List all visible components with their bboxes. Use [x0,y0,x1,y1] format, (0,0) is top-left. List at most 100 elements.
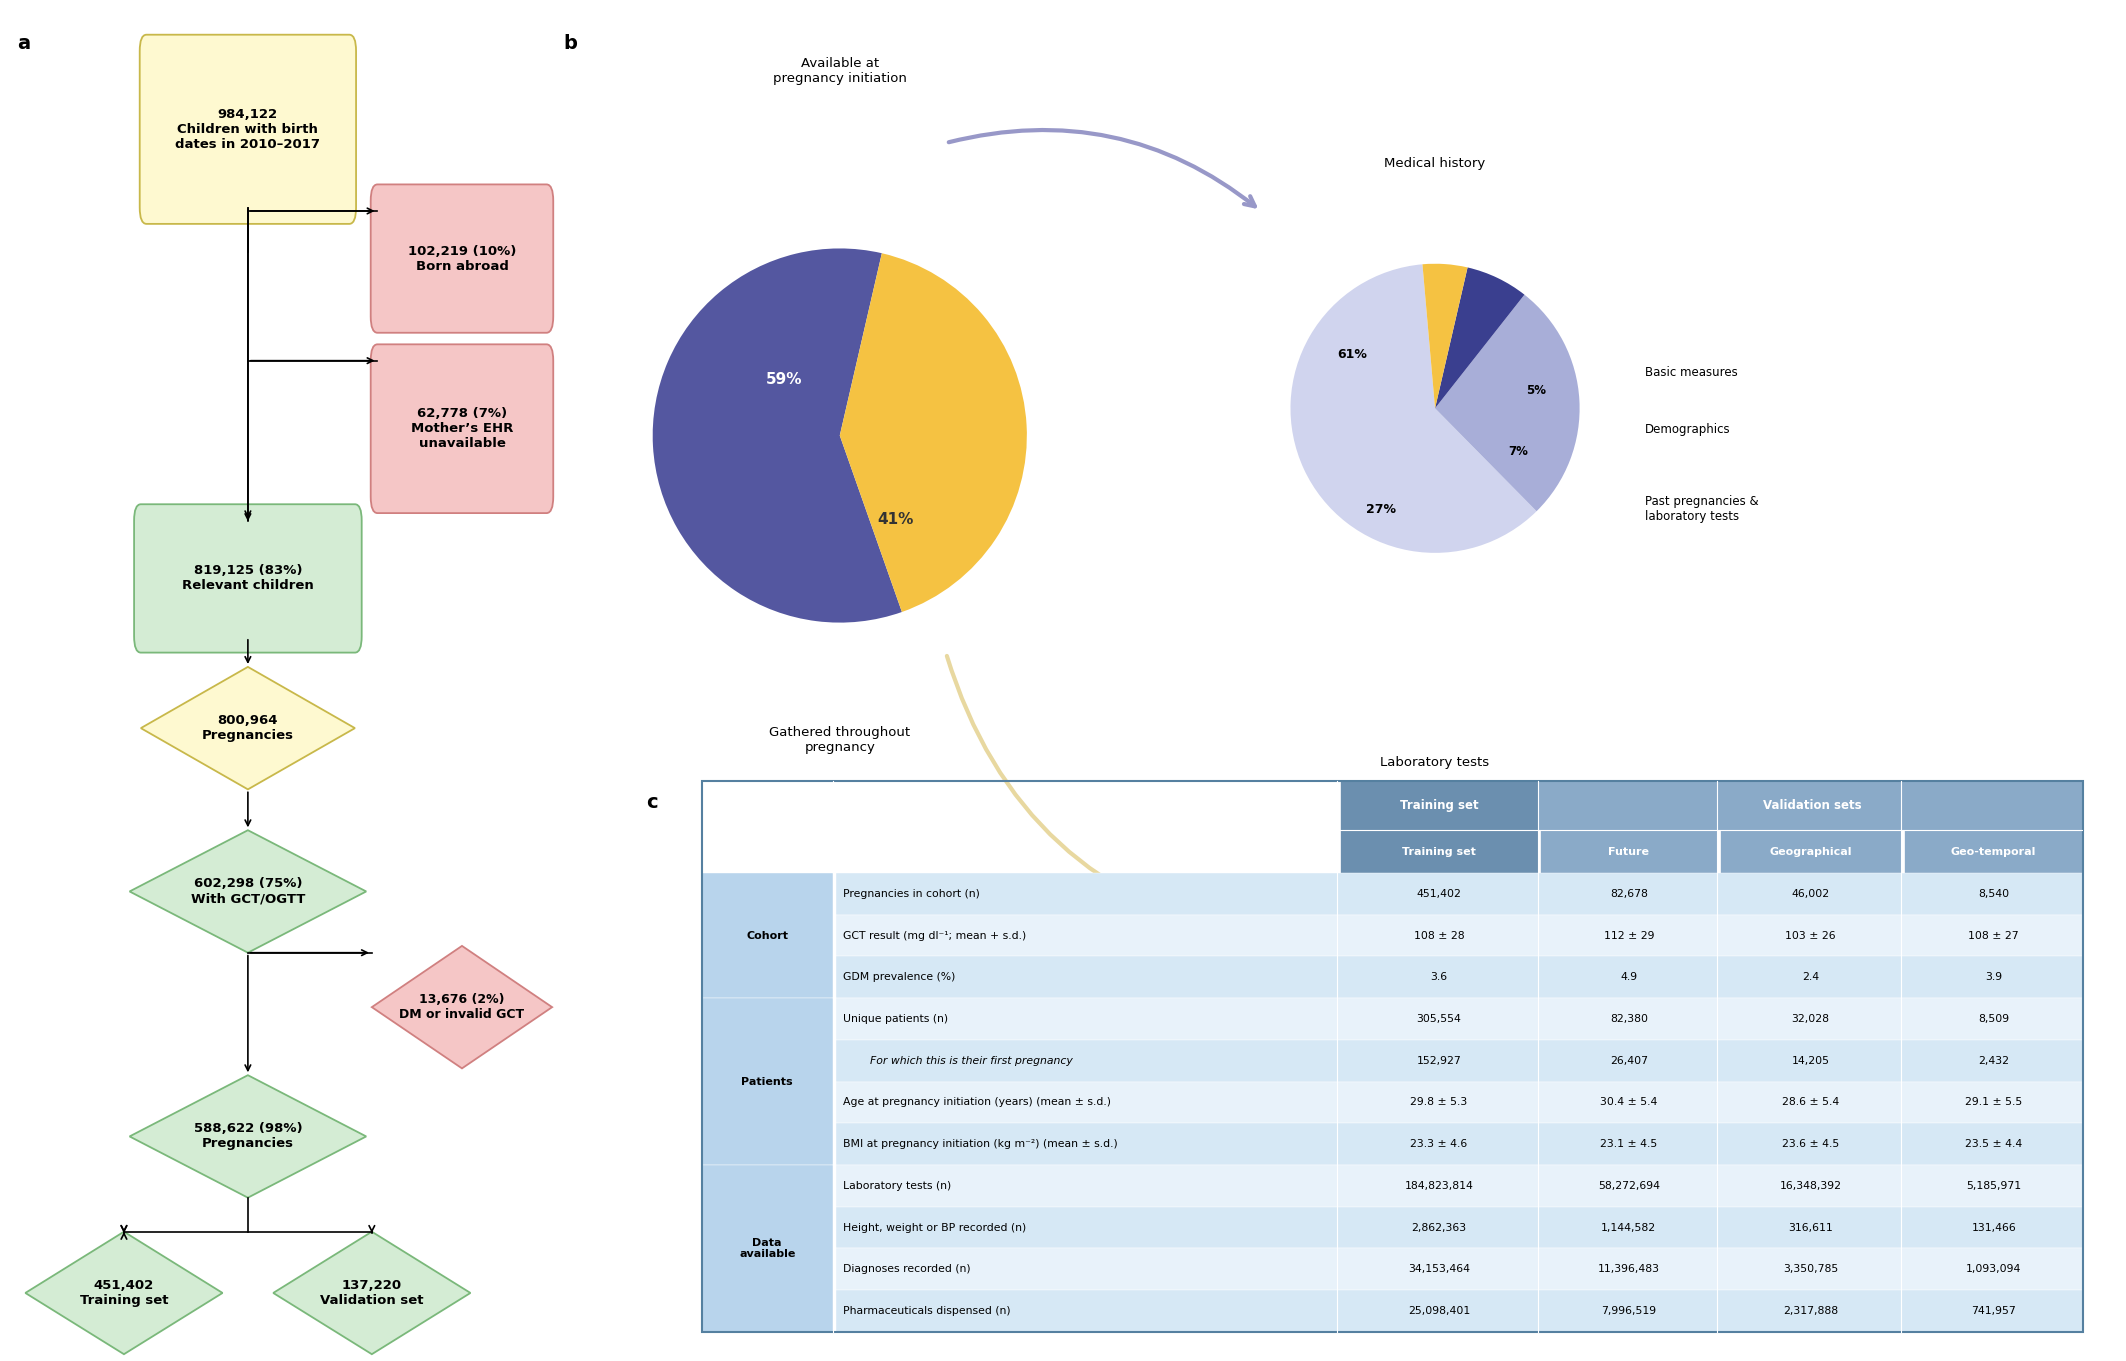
Text: 451,402: 451,402 [1416,889,1461,898]
Text: Training set: Training set [1401,847,1475,856]
Wedge shape [653,249,901,622]
Text: b: b [563,34,578,53]
Text: 108 ± 27: 108 ± 27 [1969,931,2020,940]
FancyBboxPatch shape [370,184,553,333]
Polygon shape [130,830,366,953]
Wedge shape [1290,863,1580,1151]
Text: 11%: 11% [1378,1109,1407,1121]
Text: Laboratory tests (n): Laboratory tests (n) [842,1181,950,1191]
FancyBboxPatch shape [370,344,553,513]
Text: Demographics: Demographics [1646,423,1731,437]
Text: Available at
pregnancy initiation: Available at pregnancy initiation [774,57,906,84]
Bar [702,998,833,1165]
Bar [702,1165,833,1332]
Text: 5%: 5% [1526,384,1546,396]
Text: 16,348,392: 16,348,392 [1779,1181,1841,1191]
Text: Unique patients (n): Unique patients (n) [842,1014,948,1023]
Text: 82,380: 82,380 [1609,1014,1648,1023]
Bar [1720,830,1901,872]
Text: 23.6 ± 4.5: 23.6 ± 4.5 [1782,1139,1839,1149]
Text: a: a [17,34,30,53]
Text: 3.6: 3.6 [1431,972,1448,983]
Text: 3.9: 3.9 [1986,972,2003,983]
Text: BMI at pregnancy initiation (kg m⁻²) (mean ± s.d.): BMI at pregnancy initiation (kg m⁻²) (me… [842,1139,1118,1149]
Text: 62,778 (7%)
Mother’s EHR
unavailable: 62,778 (7%) Mother’s EHR unavailable [410,407,512,450]
Text: 137,220
Validation set: 137,220 Validation set [321,1279,423,1307]
Text: Gathered throughout
pregnancy: Gathered throughout pregnancy [770,725,910,754]
Bar [836,872,2083,915]
Text: 23.1 ± 4.5: 23.1 ± 4.5 [1601,1139,1658,1149]
Text: GDM prevalence (%): GDM prevalence (%) [842,972,955,983]
Bar [1541,830,1718,872]
Text: Community & hospital diagnoses: Community & hospital diagnoses [1646,1081,1841,1093]
Text: 14,205: 14,205 [1792,1056,1830,1066]
Text: 23.3 ± 4.6: 23.3 ± 4.6 [1410,1139,1467,1149]
Text: 1,144,582: 1,144,582 [1601,1222,1656,1233]
Text: 741,957: 741,957 [1971,1307,2015,1316]
Text: 41%: 41% [878,512,914,527]
Text: 588,622 (98%)
Pregnancies: 588,622 (98%) Pregnancies [193,1123,302,1150]
Text: Age at pregnancy initiation (years) (mean ± s.d.): Age at pregnancy initiation (years) (mea… [842,1097,1110,1108]
Bar [1339,781,1537,830]
Text: c: c [646,793,657,813]
Text: 108 ± 28: 108 ± 28 [1414,931,1465,940]
Text: 184,823,814: 184,823,814 [1405,1181,1473,1191]
Bar [836,915,2083,957]
Bar [836,1165,2083,1207]
Wedge shape [1435,894,1577,1007]
Bar [1339,830,1537,872]
Text: GCT result (mg dl⁻¹; mean + s.d.): GCT result (mg dl⁻¹; mean + s.d.) [842,931,1025,940]
Text: 2,317,888: 2,317,888 [1784,1307,1839,1316]
FancyBboxPatch shape [140,35,355,223]
Wedge shape [1290,264,1537,553]
Text: 58,272,694: 58,272,694 [1599,1181,1660,1191]
Text: Patients: Patients [742,1077,793,1086]
Text: 82,678: 82,678 [1609,889,1648,898]
Text: Laboratory tests: Laboratory tests [1380,755,1490,769]
Text: For which this is their first pregnancy: For which this is their first pregnancy [870,1056,1074,1066]
Text: 3,350,785: 3,350,785 [1784,1264,1839,1274]
Text: 7,996,519: 7,996,519 [1601,1307,1656,1316]
Wedge shape [1422,863,1478,1007]
Text: 23.5 ± 4.4: 23.5 ± 4.4 [1964,1139,2022,1149]
Text: Pregnancies in cohort (n): Pregnancies in cohort (n) [842,889,980,898]
Bar [836,1040,2083,1082]
Text: Geo-temporal: Geo-temporal [1952,847,2037,856]
Text: 5,185,971: 5,185,971 [1967,1181,2022,1191]
Text: 32,028: 32,028 [1792,1014,1830,1023]
Text: 1,093,094: 1,093,094 [1967,1264,2022,1274]
Bar [836,1248,2083,1290]
Bar [836,998,2083,1040]
Text: 984,122
Children with birth
dates in 2010–2017: 984,122 Children with birth dates in 201… [174,108,321,151]
Text: 61%: 61% [1337,347,1367,361]
FancyBboxPatch shape [134,505,361,653]
Polygon shape [130,1075,366,1198]
Bar [836,1207,2083,1248]
Text: 11,396,483: 11,396,483 [1599,1264,1660,1274]
Text: Diagnoses recorded (n): Diagnoses recorded (n) [842,1264,969,1274]
Text: Pharmaceuticals dispensed (n): Pharmaceuticals dispensed (n) [842,1307,1010,1316]
Text: Medical history: Medical history [1384,157,1486,170]
Text: 2,432: 2,432 [1977,1056,2009,1066]
Bar [836,1123,2083,1165]
Text: 30.4 ± 5.4: 30.4 ± 5.4 [1601,1097,1658,1108]
Polygon shape [372,946,553,1068]
Text: 451,402
Training set: 451,402 Training set [79,1279,168,1307]
Text: 29.8 ± 5.3: 29.8 ± 5.3 [1410,1097,1467,1108]
Bar [836,1082,2083,1123]
Text: 13,676 (2%)
DM or invalid GCT: 13,676 (2%) DM or invalid GCT [400,994,525,1021]
Text: Future: Future [1609,847,1650,856]
Text: 103 ± 26: 103 ± 26 [1786,931,1837,940]
Polygon shape [274,1232,470,1354]
Text: 25,098,401: 25,098,401 [1407,1307,1469,1316]
Wedge shape [840,253,1027,612]
Polygon shape [140,667,355,789]
Text: Data
available: Data available [740,1237,795,1259]
Text: 29.1 ± 5.5: 29.1 ± 5.5 [1964,1097,2022,1108]
Text: 819,125 (83%)
Relevant children: 819,125 (83%) Relevant children [183,565,315,592]
Bar [1339,781,2083,830]
Wedge shape [1422,264,1467,408]
Text: 8,509: 8,509 [1977,1014,2009,1023]
Text: 2.4: 2.4 [1803,972,1820,983]
Text: Basic measures: Basic measures [1646,366,1737,378]
